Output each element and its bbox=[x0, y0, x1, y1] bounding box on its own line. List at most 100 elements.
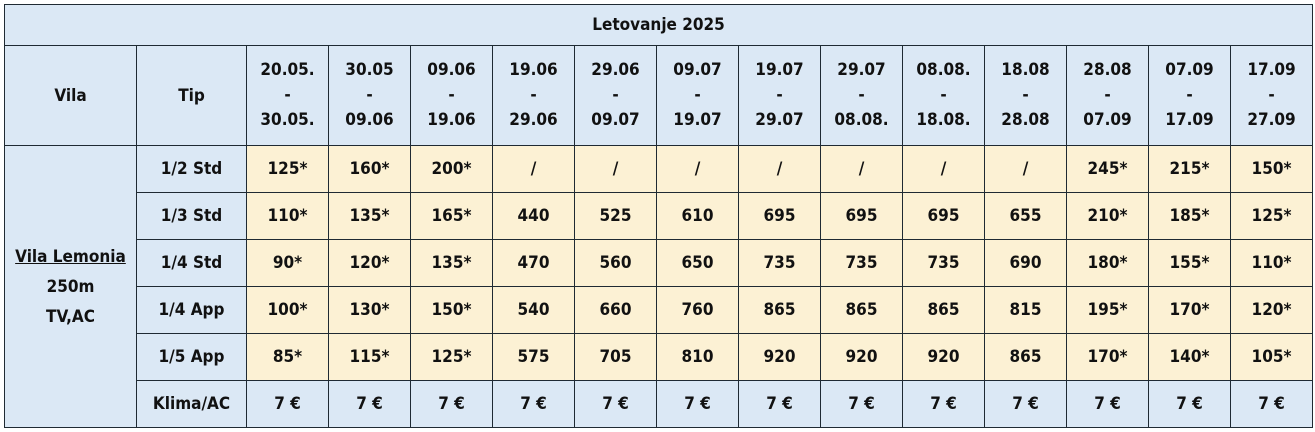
price-cell: 135* bbox=[328, 192, 411, 240]
header-tip: Tip bbox=[136, 45, 247, 146]
klima-price: 7 € bbox=[1066, 380, 1149, 428]
period-from: 08.08. bbox=[916, 60, 971, 80]
price-cell: 540 bbox=[492, 286, 575, 334]
period-from: 17.09 bbox=[1247, 60, 1296, 80]
price-cell: 120* bbox=[1229, 286, 1314, 334]
price-cell: 690 bbox=[984, 239, 1067, 287]
price-cell: 215* bbox=[1148, 145, 1231, 193]
period-to: 18.08. bbox=[916, 110, 971, 130]
period-sep: - bbox=[694, 85, 701, 105]
header-period: 19.06 - 29.06 bbox=[492, 45, 575, 146]
period-sep: - bbox=[776, 85, 783, 105]
header-period: 18.08 - 28.08 bbox=[984, 45, 1067, 146]
price-cell: 160* bbox=[328, 145, 411, 193]
title-row: Letovanje 2025 bbox=[3, 4, 1314, 46]
price-cell: 865 bbox=[902, 286, 985, 334]
period-sep: - bbox=[612, 85, 619, 105]
price-cell: 185* bbox=[1148, 192, 1231, 240]
price-cell: 705 bbox=[574, 333, 657, 381]
period-from: 28.08 bbox=[1083, 60, 1132, 80]
price-cell: 760 bbox=[656, 286, 739, 334]
period-to: 09.06 bbox=[345, 110, 394, 130]
header-period: 20.05. - 30.05. bbox=[246, 45, 329, 146]
price-cell: 85* bbox=[246, 333, 329, 381]
room-type: 1/4 Std bbox=[136, 239, 247, 287]
price-cell: / bbox=[492, 145, 575, 193]
klima-price: 7 € bbox=[574, 380, 657, 428]
price-cell: 865 bbox=[820, 286, 903, 334]
header-period: 08.08. - 18.08. bbox=[902, 45, 985, 146]
table-body: Vila Lemonia 250m TV,AC 1/2 Std 125* 160* 200*… bbox=[4, 145, 1314, 428]
period-to: 29.07 bbox=[755, 110, 804, 130]
price-cell: 525 bbox=[574, 192, 657, 240]
period-sep: - bbox=[940, 85, 947, 105]
price-cell: 560 bbox=[574, 239, 657, 287]
header-period: 30.05 - 09.06 bbox=[328, 45, 411, 146]
price-cell: 735 bbox=[738, 239, 821, 287]
period-from: 18.08 bbox=[1001, 60, 1050, 80]
price-cell: 440 bbox=[492, 192, 575, 240]
table-title: Letovanje 2025 bbox=[3, 4, 1314, 46]
room-type: 1/4 App bbox=[136, 286, 247, 334]
period-from: 29.06 bbox=[591, 60, 640, 80]
period-to: 29.06 bbox=[509, 110, 558, 130]
price-cell: 245* bbox=[1066, 145, 1149, 193]
klima-label: Klima/AC bbox=[136, 380, 247, 428]
period-to: 27.09 bbox=[1247, 110, 1296, 130]
header-period: 29.06 - 09.07 bbox=[574, 45, 657, 146]
price-cell: 110* bbox=[246, 192, 329, 240]
price-cell: 865 bbox=[984, 333, 1067, 381]
price-table: Letovanje 2025 Vila Tip 20.05. - 30.05. 30.… bbox=[3, 4, 1314, 428]
period-sep: - bbox=[1268, 85, 1275, 105]
villa-distance: 250m bbox=[46, 276, 95, 297]
price-cell: 195* bbox=[1066, 286, 1149, 334]
price-cell: 115* bbox=[328, 333, 411, 381]
period-from: 09.06 bbox=[427, 60, 476, 80]
price-cell: / bbox=[738, 145, 821, 193]
price-cell: / bbox=[984, 145, 1067, 193]
period-to: 19.07 bbox=[673, 110, 722, 130]
price-cell: 150* bbox=[1229, 145, 1314, 193]
header-period: 17.09 - 27.09 bbox=[1229, 45, 1314, 146]
price-cell: 130* bbox=[328, 286, 411, 334]
klima-price: 7 € bbox=[492, 380, 575, 428]
price-cell: / bbox=[820, 145, 903, 193]
period-to: 19.06 bbox=[427, 110, 476, 130]
price-cell: 200* bbox=[410, 145, 493, 193]
period-from: 20.05. bbox=[260, 60, 315, 80]
header-period: 09.06 - 19.06 bbox=[410, 45, 493, 146]
villa-amenities: TV,AC bbox=[46, 306, 95, 327]
price-cell: 170* bbox=[1066, 333, 1149, 381]
klima-price: 7 € bbox=[738, 380, 821, 428]
price-cell: 695 bbox=[738, 192, 821, 240]
period-sep: - bbox=[284, 85, 291, 105]
price-cell: 180* bbox=[1066, 239, 1149, 287]
klima-price: 7 € bbox=[820, 380, 903, 428]
price-cell: 735 bbox=[902, 239, 985, 287]
price-cell: 735 bbox=[820, 239, 903, 287]
price-cell: 105* bbox=[1229, 333, 1314, 381]
klima-price: 7 € bbox=[902, 380, 985, 428]
price-cell: 610 bbox=[656, 192, 739, 240]
period-sep: - bbox=[366, 85, 373, 105]
period-sep: - bbox=[1022, 85, 1029, 105]
klima-row: Klima/AC 7 €7 €7 €7 €7 €7 €7 €7 €7 €7 €7 … bbox=[5, 380, 1314, 428]
period-to: 17.09 bbox=[1165, 110, 1214, 130]
price-cell: 470 bbox=[492, 239, 575, 287]
period-sep: - bbox=[1104, 85, 1111, 105]
period-sep: - bbox=[530, 85, 537, 105]
header-vila: Vila bbox=[4, 45, 137, 146]
price-cell: 135* bbox=[410, 239, 493, 287]
period-sep: - bbox=[1186, 85, 1193, 105]
klima-price: 7 € bbox=[984, 380, 1067, 428]
price-cell: 660 bbox=[574, 286, 657, 334]
room-type: 1/2 Std bbox=[136, 145, 247, 193]
price-cell: / bbox=[656, 145, 739, 193]
price-cell: 210* bbox=[1066, 192, 1149, 240]
period-to: 28.08 bbox=[1001, 110, 1050, 130]
table-row: 1/3 Std 110* 135* 165* 440 525 610 695 695 695 655… bbox=[5, 192, 1314, 240]
period-to: 08.08. bbox=[834, 110, 889, 130]
table-row: 1/5 App 85* 115* 125* 575 705 810 920 920 920 865 1… bbox=[5, 333, 1314, 381]
klima-price: 7 € bbox=[1229, 380, 1314, 428]
header-period: 07.09 - 17.09 bbox=[1148, 45, 1231, 146]
